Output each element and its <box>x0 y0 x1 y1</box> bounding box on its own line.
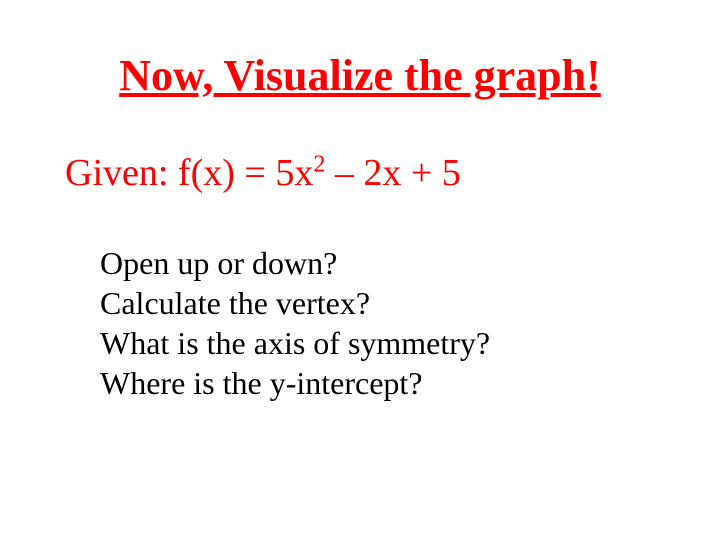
given-suffix: – 2x + 5 <box>325 152 460 194</box>
question-item: Calculate the vertex? <box>100 283 660 323</box>
question-item: Where is the y-intercept? <box>100 363 660 403</box>
given-equation: Given: f(x) = 5x2 – 2x + 5 <box>65 151 660 195</box>
given-exponent: 2 <box>313 151 325 177</box>
question-item: Open up or down? <box>100 243 660 283</box>
slide-container: Now, Visualize the graph! Given: f(x) = … <box>0 0 720 540</box>
question-item: What is the axis of symmetry? <box>100 323 660 363</box>
slide-title: Now, Visualize the graph! <box>100 50 620 101</box>
question-list: Open up or down? Calculate the vertex? W… <box>100 243 660 403</box>
given-prefix: Given: f(x) = 5x <box>65 152 313 194</box>
